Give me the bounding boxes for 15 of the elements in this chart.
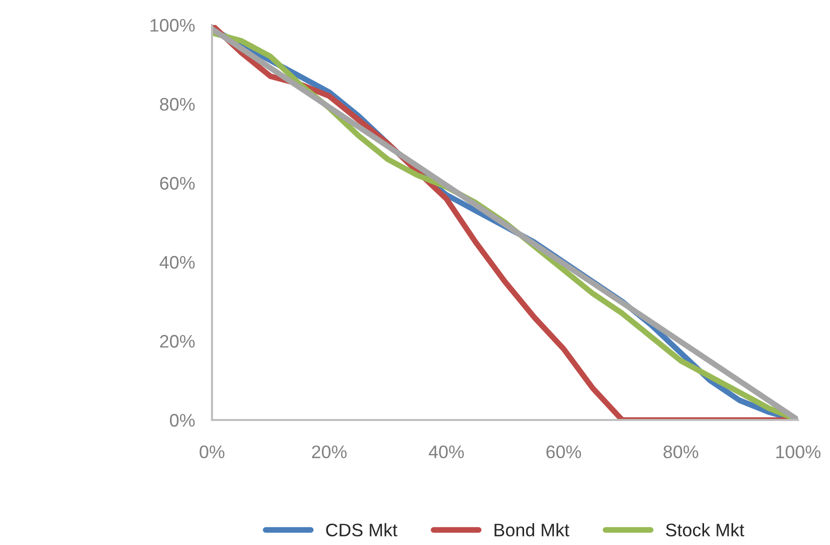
legend-label: CDS Mkt <box>326 523 398 536</box>
x-tick-label: 40% <box>428 445 464 458</box>
x-tick-label: 60% <box>546 445 582 458</box>
y-tick-label: 100% <box>150 18 195 32</box>
y-tick-label: 80% <box>160 98 195 111</box>
y-tick-label: 60% <box>160 176 195 190</box>
x-tick-label: 0% <box>200 445 224 458</box>
x-tick-label: 80% <box>664 445 698 458</box>
x-tick-label: 100% <box>776 445 820 458</box>
y-tick-label: 0% <box>170 414 195 427</box>
legend-label: Bond Mkt <box>494 523 570 536</box>
legend-label: Stock Mkt <box>666 523 744 536</box>
y-tick-label: 40% <box>160 256 195 269</box>
x-tick-label: 20% <box>312 445 347 458</box>
y-tick-label: 20% <box>160 334 195 348</box>
